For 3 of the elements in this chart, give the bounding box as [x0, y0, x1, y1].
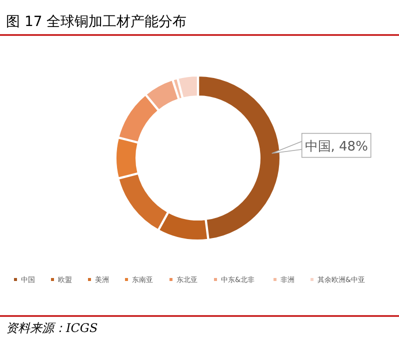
data-label: 中国, 48%: [304, 139, 368, 154]
chart-title: 图 17 全球铜加工材产能分布: [6, 14, 187, 30]
text: 资料来源：ICGS: [6, 321, 98, 335]
